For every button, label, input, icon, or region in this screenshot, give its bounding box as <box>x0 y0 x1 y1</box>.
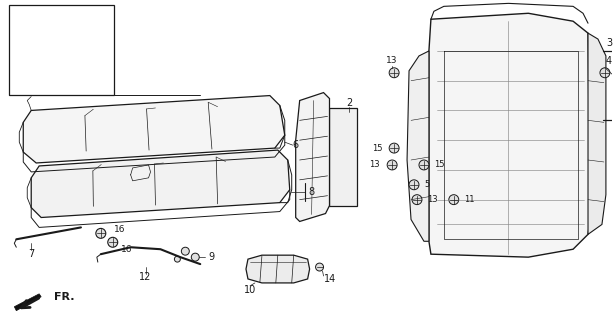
Text: 15: 15 <box>434 160 445 170</box>
Text: 1: 1 <box>81 6 87 16</box>
Text: 4: 4 <box>606 56 612 66</box>
Text: 13: 13 <box>386 56 398 65</box>
Text: 8: 8 <box>309 187 314 197</box>
Circle shape <box>409 180 419 190</box>
Text: 13: 13 <box>427 195 438 204</box>
Circle shape <box>192 253 200 261</box>
Text: 16: 16 <box>121 245 132 254</box>
Text: 15: 15 <box>371 144 382 153</box>
Text: 11: 11 <box>464 195 474 204</box>
Circle shape <box>387 160 397 170</box>
Text: 5: 5 <box>424 180 429 189</box>
Polygon shape <box>246 255 309 283</box>
Text: FR.: FR. <box>54 292 74 302</box>
Circle shape <box>419 160 429 170</box>
Polygon shape <box>14 294 41 311</box>
Circle shape <box>174 256 181 262</box>
Text: 16: 16 <box>114 225 125 234</box>
Text: 14: 14 <box>324 274 336 284</box>
Circle shape <box>316 263 324 271</box>
Polygon shape <box>9 5 114 95</box>
Polygon shape <box>50 43 92 63</box>
Circle shape <box>449 195 459 204</box>
Circle shape <box>389 68 399 78</box>
Text: 12: 12 <box>139 272 152 282</box>
Text: 7: 7 <box>28 249 34 259</box>
Circle shape <box>412 195 422 204</box>
Circle shape <box>96 228 106 238</box>
Polygon shape <box>31 150 290 218</box>
Polygon shape <box>429 13 590 257</box>
Text: 9: 9 <box>208 252 214 262</box>
Circle shape <box>389 143 399 153</box>
Text: 2: 2 <box>346 99 352 108</box>
Circle shape <box>108 237 118 247</box>
Polygon shape <box>23 96 285 163</box>
Text: 13: 13 <box>370 160 380 170</box>
Circle shape <box>181 247 189 255</box>
Circle shape <box>600 68 610 78</box>
Polygon shape <box>296 92 330 221</box>
Polygon shape <box>330 108 357 206</box>
Polygon shape <box>588 33 606 234</box>
Text: 3: 3 <box>606 38 612 48</box>
Polygon shape <box>407 51 429 241</box>
Text: 10: 10 <box>244 285 256 295</box>
Text: 6: 6 <box>293 140 299 150</box>
